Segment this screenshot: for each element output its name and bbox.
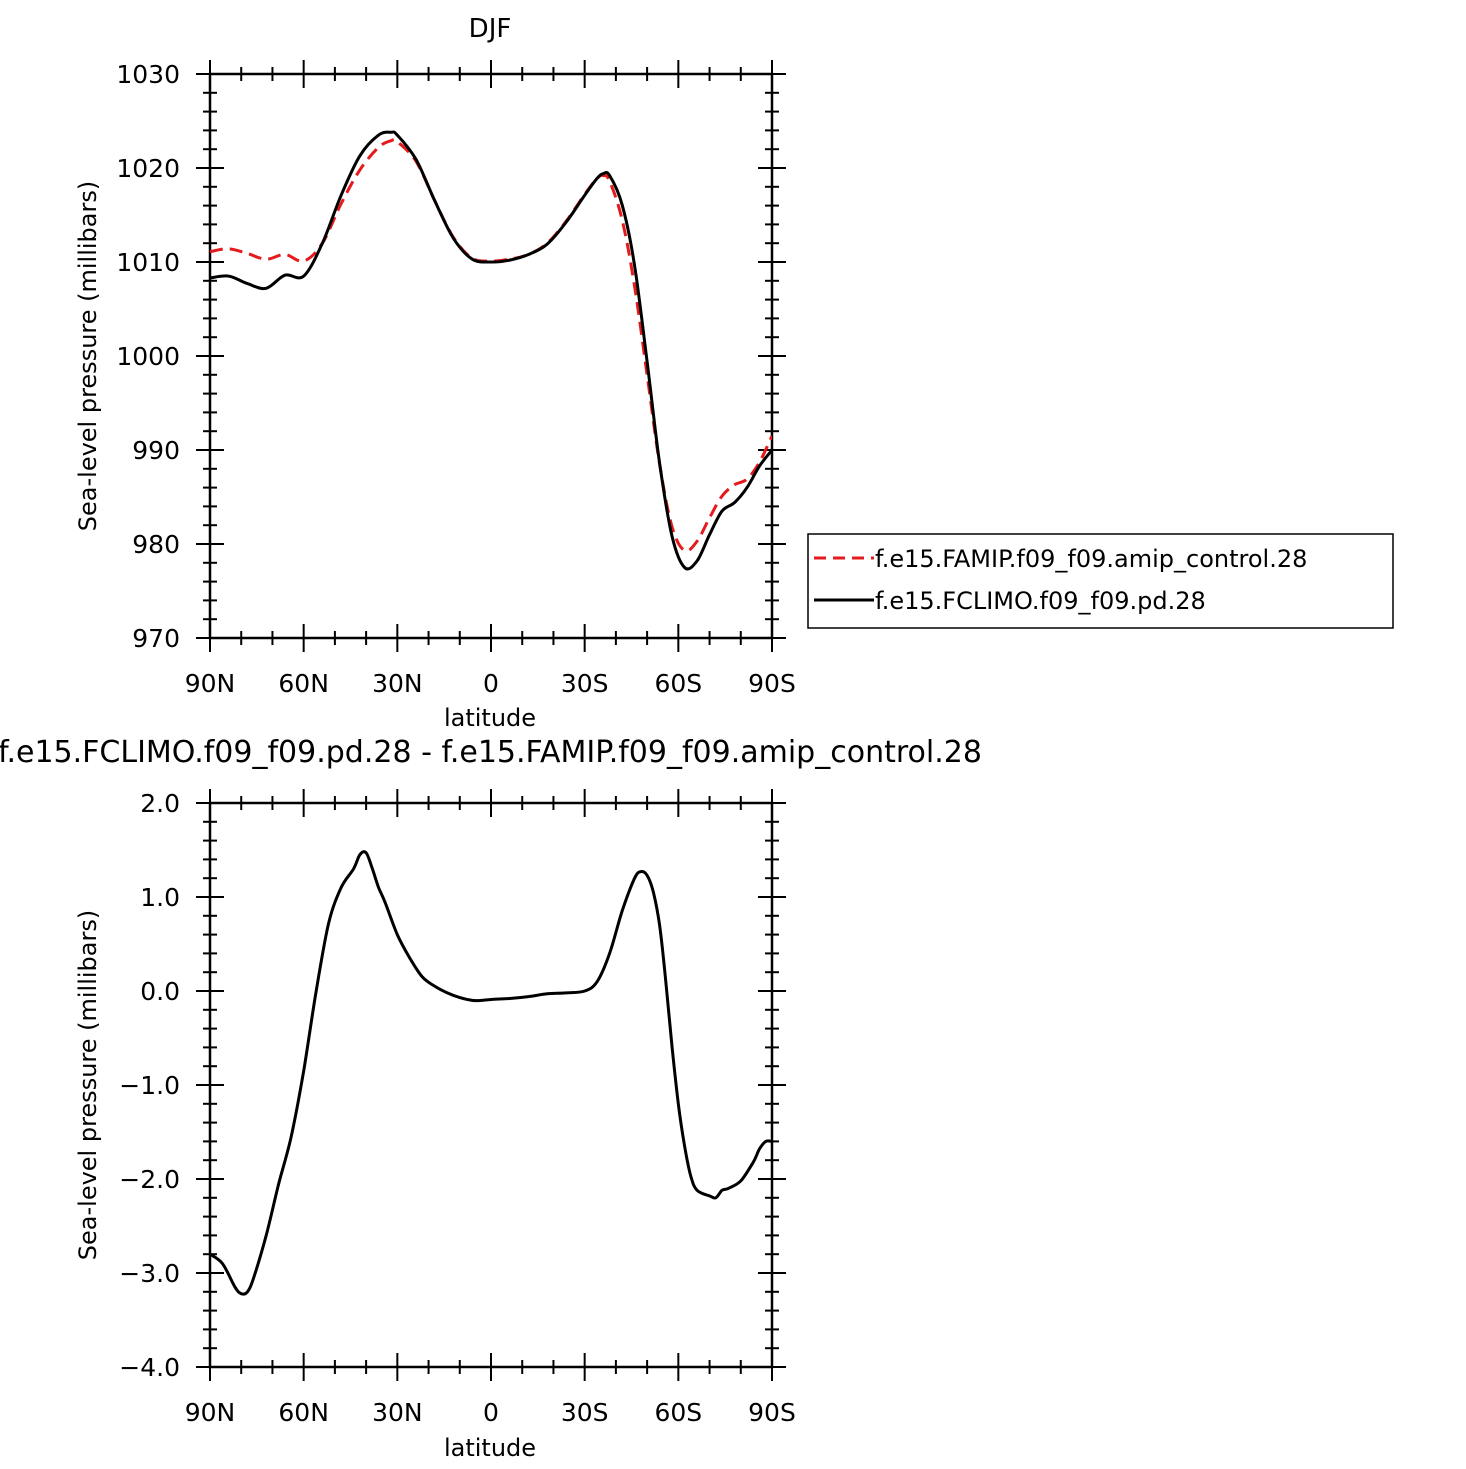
top-x-tick-label: 30N — [372, 669, 423, 698]
top-y-tick-label: 990 — [132, 436, 180, 465]
bottom-x-axis-label: latitude — [444, 1434, 536, 1462]
top-series-line-0 — [210, 138, 772, 553]
legend-label-famip: f.e15.FAMIP.f09_f09.amip_control.28 — [875, 545, 1307, 573]
top-y-tick-label: 1010 — [116, 248, 180, 277]
legend-label-fclimo: f.e15.FCLIMO.f09_f09.pd.28 — [875, 587, 1206, 615]
bottom-x-tick-label: 90S — [748, 1398, 796, 1427]
bottom-x-tick-label: 90N — [185, 1398, 236, 1427]
top-x-tick-label: 90S — [748, 669, 796, 698]
legend: f.e15.FAMIP.f09_f09.amip_control.28 f.e1… — [807, 533, 1394, 629]
top-plot-frame — [208, 72, 774, 640]
top-chart-title: DJF — [469, 14, 512, 44]
bottom-series-line-0 — [210, 850, 772, 1296]
bottom-x-tick-label: 0 — [483, 1398, 499, 1427]
top-panel: DJF 90N 60N 30N 0 30S 60S 90S10301020101010009… — [74, 14, 796, 732]
bottom-y-axis-label: Sea-level pressure (millibars) — [74, 910, 102, 1260]
bottom-y-tick-label: 0.0 — [140, 977, 180, 1006]
bottom-x-tick-label: 60S — [654, 1398, 702, 1427]
top-x-tick-label: 30S — [561, 669, 609, 698]
legend-box — [807, 533, 1394, 629]
bottom-x-tick-label: 30N — [372, 1398, 423, 1427]
top-series-line-1 — [210, 130, 772, 571]
top-x-tick-label: 90N — [185, 669, 236, 698]
bottom-chart-title: f.e15.FCLIMO.f09_f09.pd.28 - f.e15.FAMIP… — [0, 735, 982, 770]
top-x-tick-label: 0 — [483, 669, 499, 698]
bottom-y-tick-label: −1.0 — [119, 1071, 180, 1100]
top-y-tick-label: 1000 — [116, 342, 180, 371]
bottom-y-tick-label: −3.0 — [119, 1259, 180, 1288]
bottom-x-tick-label: 30S — [561, 1398, 609, 1427]
bottom-panel: f.e15.FCLIMO.f09_f09.pd.28 - f.e15.FAMIP… — [0, 735, 982, 1462]
bottom-y-tick-label: 2.0 — [140, 789, 180, 818]
top-y-tick-label: 1020 — [116, 154, 180, 183]
bottom-plot-area: 90N 60N 30N 0 30S 60S 90S 2.0 1.0 0.0 −1.0 −2.0 −3.0… — [119, 789, 796, 1427]
bottom-y-tick-label: −2.0 — [119, 1165, 180, 1194]
top-plot-area: 90N 60N 30N 0 30S 60S 90S 1030 1020 1010 1000 990 98… — [116, 60, 796, 698]
bottom-y-tick-label: 1.0 — [140, 883, 180, 912]
top-y-tick-label: 970 — [132, 624, 180, 653]
bottom-x-tick-label: 60N — [278, 1398, 329, 1427]
bottom-y-tick-label: −4.0 — [119, 1353, 180, 1382]
top-y-tick-label: 980 — [132, 530, 180, 559]
top-x-tick-label: 60N — [278, 669, 329, 698]
top-y-tick-label: 1030 — [116, 60, 180, 89]
top-y-axis-label: Sea-level pressure (millibars) — [74, 181, 102, 531]
top-x-axis-label: latitude — [444, 704, 536, 732]
bottom-plot-frame — [208, 801, 774, 1369]
top-x-tick-label: 60S — [654, 669, 702, 698]
